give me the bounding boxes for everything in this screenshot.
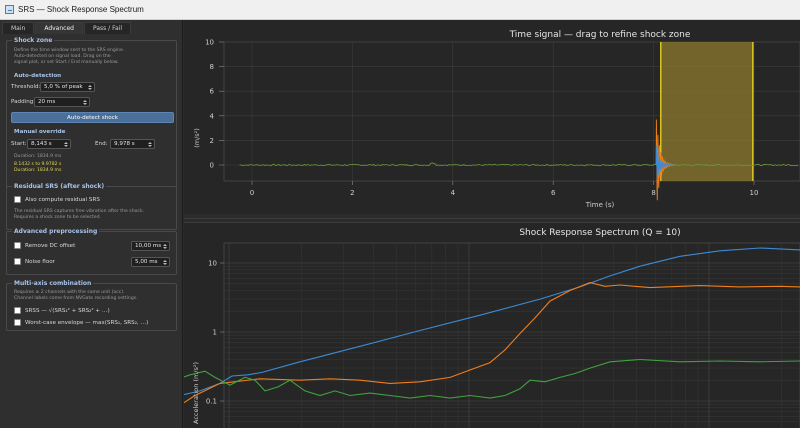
threshold-value: 5,0 % of peak <box>44 84 83 90</box>
spin-arrows-icon[interactable] <box>148 140 152 148</box>
residual-srs-checkbox-label[interactable]: Also compute residual SRS <box>25 196 100 203</box>
time-x-tick: 2 <box>350 189 354 197</box>
auto-detection-title: Auto-detection <box>14 73 62 79</box>
advanced-preprocessing-title: Advanced preprocessing <box>12 228 100 235</box>
app-icon <box>5 5 14 14</box>
remove-dc-value: 10,00 ms <box>135 243 162 249</box>
window-titlebar: SRS — Shock Response Spectrum <box>0 0 800 20</box>
remove-dc-checkbox[interactable] <box>14 242 21 249</box>
window-title: SRS — Shock Response Spectrum <box>18 5 144 14</box>
threshold-spinbox[interactable]: 5,0 % of peak <box>40 82 95 92</box>
srs-y-tick: 1 <box>213 329 217 337</box>
manual-override-title: Manual override <box>14 129 66 135</box>
shock-zone-region[interactable] <box>660 42 753 181</box>
multi-axis-title: Multi-axis combination <box>12 280 94 287</box>
time-signal-chart[interactable]: Time signal — drag to refine shock zone … <box>184 20 800 214</box>
tab-bar: Main Advanced Pass / Fail <box>0 20 182 34</box>
spin-arrows-icon[interactable] <box>64 140 68 148</box>
remove-dc-label[interactable]: Remove DC offset <box>25 242 76 249</box>
time-signal-trace <box>239 162 799 167</box>
multi-axis-description-1: Requires ≥ 2 channels with the same unit… <box>14 290 125 295</box>
noise-floor-label[interactable]: Noise floor <box>25 258 55 265</box>
srs-series-green <box>117 358 800 428</box>
multi-axis-group: Multi-axis combination Requires ≥ 2 chan… <box>6 280 177 331</box>
plot-splitter[interactable] <box>184 214 800 222</box>
padding-label: Padding: <box>11 99 36 105</box>
srss-label[interactable]: SRSS — √(SRS₁² + SRS₂² + …) <box>25 307 110 314</box>
srs-plot-ylabel: Acceleration (m/s²) <box>192 362 200 424</box>
spin-arrows-icon[interactable] <box>163 258 167 266</box>
srs-chart[interactable]: Shock Response Spectrum (Q = 10) Acceler… <box>69 223 800 428</box>
time-y-tick: 10 <box>205 39 214 47</box>
worst-case-checkbox[interactable] <box>14 319 21 326</box>
end-label: End: <box>95 141 108 147</box>
start-value: 8,143 s <box>31 141 52 147</box>
srs-plot-area <box>223 242 800 428</box>
shock-zone-description-2: Auto-detected on signal load. Drag on th… <box>14 54 111 59</box>
srs-y-tick: 0.1 <box>206 398 217 406</box>
padding-value: 20 ms <box>38 99 56 105</box>
time-x-tick: 6 <box>551 189 556 197</box>
advanced-preprocessing-group: Advanced preprocessing Remove DC offset … <box>6 228 177 275</box>
shock-zone-description-1: Define the time window sent to the SRS e… <box>14 48 125 53</box>
residual-srs-checkbox[interactable] <box>14 196 21 203</box>
time-plot-xlabel: Time (s) <box>585 201 615 209</box>
tab-pass-fail[interactable]: Pass / Fail <box>83 22 131 34</box>
srss-checkbox[interactable] <box>14 307 21 314</box>
start-label: Start: <box>11 141 27 147</box>
srs-series-orange <box>149 282 800 426</box>
settings-panel: Main Advanced Pass / Fail Shock zone Def… <box>0 20 183 428</box>
remove-dc-spinbox[interactable]: 10,00 ms <box>131 241 170 251</box>
time-signal-plot[interactable]: Time signal — drag to refine shock zone … <box>184 20 800 214</box>
shock-zone-title: Shock zone <box>12 37 55 44</box>
shock-zone-description-3: signal plot, or set Start / End manually… <box>14 60 119 65</box>
time-x-tick: 0 <box>250 189 254 197</box>
padding-spinbox[interactable]: 20 ms <box>34 97 90 107</box>
time-x-tick: 8 <box>651 189 655 197</box>
shock-zone-group: Shock zone Define the time window sent t… <box>6 37 177 198</box>
noise-floor-checkbox[interactable] <box>14 258 21 265</box>
multi-axis-description-2: Channel labels come from NVGate recordin… <box>14 296 138 301</box>
srs-plot-title: Shock Response Spectrum (Q = 10) <box>519 228 680 238</box>
duration-text: Duration: 1834.9 ms <box>14 154 62 159</box>
auto-detect-shock-button[interactable]: Auto-detect shock <box>11 112 174 123</box>
threshold-label: Threshold: <box>11 84 41 90</box>
spin-arrows-icon[interactable] <box>83 98 87 106</box>
end-spinbox[interactable]: 9,978 s <box>110 139 155 149</box>
worst-case-label[interactable]: Worst-case envelope — max(SRS₁, SRS₂, …) <box>25 319 149 326</box>
residual-description-2: Requires a shock zone to be selected. <box>14 215 101 220</box>
time-plot-ylabel: (m/s²) <box>193 128 201 148</box>
shock-range-duration: Duration: 1834.9 ms <box>14 168 62 173</box>
tab-main[interactable]: Main <box>2 22 35 34</box>
time-y-tick: 8 <box>210 63 214 71</box>
start-spinbox[interactable]: 8,143 s <box>27 139 71 149</box>
srs-plot[interactable]: Shock Response Spectrum (Q = 10) Acceler… <box>69 222 800 428</box>
spin-arrows-icon[interactable] <box>88 83 92 91</box>
time-y-tick: 6 <box>210 88 215 96</box>
time-y-tick: 2 <box>210 137 214 145</box>
time-plot-title: Time signal — drag to refine shock zone <box>509 30 691 40</box>
time-x-tick: 4 <box>451 189 456 197</box>
srs-y-tick: 10 <box>208 260 217 268</box>
noise-floor-spinbox[interactable]: 5,00 ms <box>131 257 170 267</box>
residual-srs-title: Residual SRS (after shock) <box>12 183 107 190</box>
time-x-tick: 10 <box>750 189 759 197</box>
time-signal-spike-blue <box>655 145 677 181</box>
end-value: 9,978 s <box>114 141 135 147</box>
noise-floor-value: 5,00 ms <box>135 259 158 265</box>
tab-advanced[interactable]: Advanced <box>35 22 83 34</box>
residual-description-1: The residual SRS captures free vibration… <box>14 209 145 214</box>
time-y-tick: 0 <box>210 162 214 170</box>
residual-srs-group: Residual SRS (after shock) Also compute … <box>6 183 177 230</box>
time-y-tick: 4 <box>210 112 215 120</box>
spin-arrows-icon[interactable] <box>163 242 167 250</box>
shock-range-text: 8.1432 s to 9.9782 s <box>14 162 62 167</box>
